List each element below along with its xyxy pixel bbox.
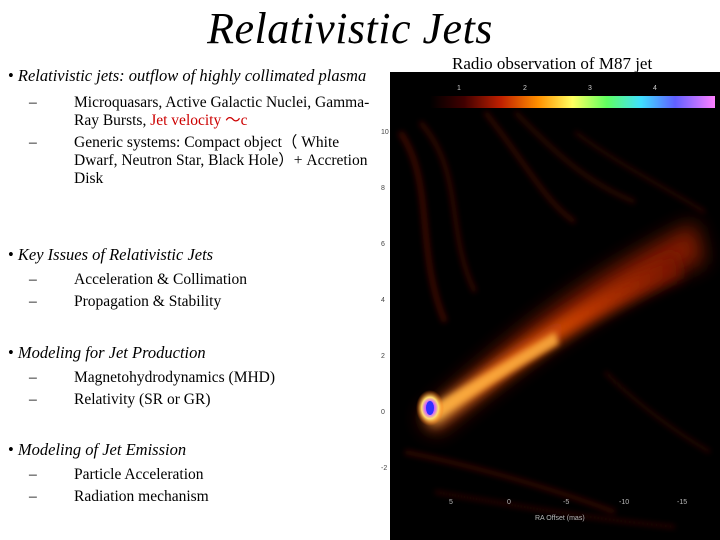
- dash-icon: –: [29, 391, 37, 408]
- x-tick-label: -10: [619, 499, 629, 506]
- y-tick-label: 2: [381, 353, 385, 360]
- m87-radio-image: 10 8 6 4 2 0 -2 1 2 3 4 5 0 -5 -10 -15 R…: [375, 72, 720, 540]
- list-item: – Radiation mechanism: [29, 488, 209, 505]
- section-modeling-emission: • Modeling of Jet Emission – Particle Ac…: [8, 440, 378, 510]
- list-item: – Microquasars, Active Galactic Nuclei, …: [29, 94, 370, 129]
- jet-inner-streak: [427, 332, 559, 422]
- colorbar-tick-label: 4: [653, 85, 657, 92]
- list-item: – Relativity (SR or GR): [29, 391, 211, 408]
- section-modeling-production: • Modeling for Jet Production – Magnetoh…: [8, 343, 378, 413]
- bullet-icon: •: [8, 66, 14, 85]
- y-tick-label: 6: [381, 241, 385, 248]
- image-caption: Radio observation of M87 jet: [452, 54, 653, 73]
- list-item: – Acceleration & Collimation: [29, 271, 248, 288]
- colorbar-tick-label: 1: [457, 85, 461, 92]
- list-item: – Magnetohydrodynamics (MHD): [29, 369, 276, 386]
- x-axis-label: RA Offset (mas): [535, 515, 585, 522]
- section-heading: • Modeling of Jet Emission: [8, 440, 187, 459]
- section-heading: • Relativistic jets: outflow of highly c…: [8, 66, 367, 85]
- dash-icon: –: [29, 488, 37, 505]
- x-tick-label: 5: [449, 499, 453, 506]
- x-tick-label: -5: [563, 499, 569, 506]
- dash-icon: –: [29, 271, 37, 288]
- y-tick-label: 10: [381, 129, 389, 136]
- section-heading: • Key Issues of Relativistic Jets: [8, 245, 214, 264]
- dash-icon: –: [29, 134, 37, 151]
- section-heading: • Modeling for Jet Production: [8, 343, 206, 362]
- y-tick-label: 0: [381, 409, 385, 416]
- list-item: – Generic systems: Compact object（ White…: [29, 134, 368, 187]
- list-item: – Particle Acceleration: [29, 466, 204, 483]
- jet-image-svg: 10 8 6 4 2 0 -2 1 2 3 4 5 0 -5 -10 -15 R…: [381, 72, 720, 540]
- bullet-icon: •: [8, 343, 14, 362]
- colorbar-tick-label: 3: [588, 85, 592, 92]
- sub-list: – Particle Acceleration – Radiation mech…: [8, 466, 378, 506]
- x-tick-label: -15: [677, 499, 687, 506]
- dash-icon: –: [29, 293, 37, 310]
- sub-list: – Magnetohydrodynamics (MHD) – Relativit…: [8, 369, 378, 409]
- dash-icon: –: [29, 369, 37, 386]
- y-tick-label: 8: [381, 185, 385, 192]
- sub-list: – Acceleration & Collimation – Propagati…: [8, 271, 378, 311]
- x-tick-label: 0: [507, 499, 511, 506]
- jet-core-center: [426, 401, 434, 415]
- colorbar-tick-label: 2: [523, 85, 527, 92]
- colorbar: [430, 96, 715, 108]
- slide-title: Relativistic Jets: [207, 4, 493, 53]
- highlight-text: Jet velocity ～c: [150, 112, 248, 129]
- y-tick-label: 4: [381, 297, 385, 304]
- bullet-icon: •: [8, 440, 14, 459]
- y-tick-label: -2: [381, 465, 387, 472]
- list-item: – Propagation & Stability: [29, 293, 222, 310]
- section-key-issues: • Key Issues of Relativistic Jets – Acce…: [8, 245, 378, 315]
- dash-icon: –: [29, 94, 37, 111]
- sub-list: – Microquasars, Active Galactic Nuclei, …: [8, 94, 378, 188]
- bullet-icon: •: [8, 245, 14, 264]
- section-relativistic-jets: • Relativistic jets: outflow of highly c…: [8, 66, 378, 192]
- dash-icon: –: [29, 466, 37, 483]
